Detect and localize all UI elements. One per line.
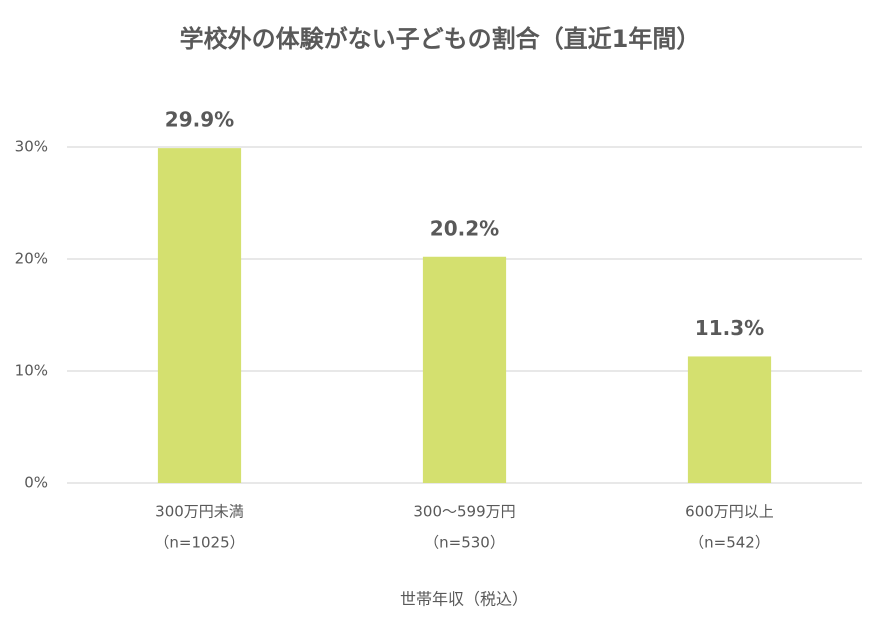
- bar: [687, 356, 772, 483]
- x-tick-label: 300～599万円: [413, 503, 515, 521]
- x-tick-label: （n=1025）: [154, 534, 244, 552]
- data-label: 11.3%: [695, 316, 764, 340]
- x-tick-label: （n=542）: [689, 534, 770, 552]
- bar: [157, 148, 242, 483]
- y-tick-label: 0%: [24, 474, 48, 492]
- y-tick-label: 10%: [15, 362, 48, 380]
- data-label: 20.2%: [430, 216, 499, 240]
- data-label: 29.9%: [165, 108, 234, 132]
- x-tick-label: （n=530）: [424, 534, 505, 552]
- x-tick-label: 600万円以上: [685, 503, 774, 521]
- x-tick-label: 300万円未満: [155, 503, 244, 521]
- y-tick-label: 30%: [15, 138, 48, 156]
- y-tick-label: 20%: [15, 250, 48, 268]
- x-axis-title: 世帯年収（税込）: [400, 590, 528, 609]
- chart-title: 学校外の体験がない子どもの割合（直近1年間）: [180, 25, 701, 53]
- bar: [422, 256, 507, 483]
